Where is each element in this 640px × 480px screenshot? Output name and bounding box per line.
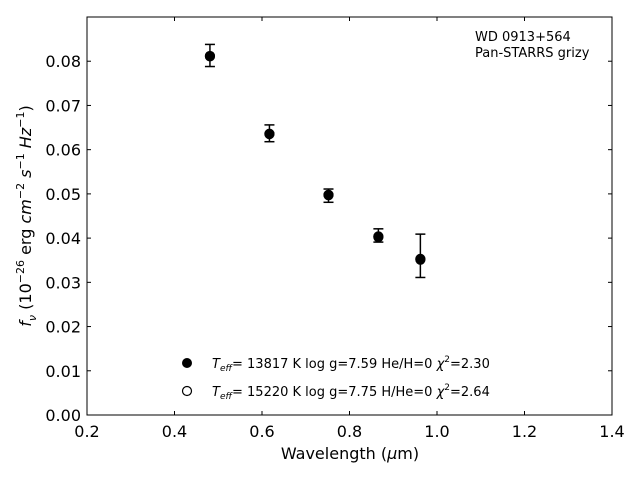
x-tick-label: 0.4 xyxy=(162,422,187,441)
legend-marker-filled xyxy=(182,358,192,368)
x-tick-label: 0.2 xyxy=(74,422,99,441)
x-tick-label: 0.8 xyxy=(337,422,362,441)
y-tick-label: 0.02 xyxy=(45,318,81,337)
x-axis-ticks: 0.2 0.4 0.6 0.8 1.0 1.2 1.4 xyxy=(74,17,625,441)
model-point-open xyxy=(373,231,384,242)
x-tick-label: 0.6 xyxy=(249,422,274,441)
y-tick-label: 0.00 xyxy=(45,406,81,425)
annotation: WD 0913+564 Pan-STARRS grizy xyxy=(475,30,590,61)
y-axis-label: fν (10−26 erg cm−2 s−1 Hz−1) xyxy=(14,105,39,326)
model-point-open xyxy=(323,189,334,200)
legend-marker-open xyxy=(181,385,193,397)
plot-frame xyxy=(86,16,613,416)
y-axis-ticks: 0.00 0.01 0.02 0.03 0.04 0.05 0.06 0.07 0.08 xyxy=(45,52,612,425)
y-tick-label: 0.08 xyxy=(45,52,81,71)
y-tick-label: 0.03 xyxy=(45,273,81,292)
y-tick-label: 0.05 xyxy=(45,185,81,204)
annotation-survey: Pan-STARRS grizy xyxy=(475,46,590,61)
annotation-object-name: WD 0913+564 xyxy=(475,30,571,45)
y-tick-label: 0.04 xyxy=(45,229,81,248)
model-point-open xyxy=(264,128,275,139)
y-tick-label: 0.07 xyxy=(45,96,81,115)
y-tick-label: 0.01 xyxy=(45,362,81,381)
legend-label-model-2: Teff= 15220 K log g=7.75 H/He=0 χ2=2.64 xyxy=(212,383,490,402)
y-tick-label: 0.06 xyxy=(45,141,81,160)
x-tick-label: 1.4 xyxy=(599,422,624,441)
model-point-open xyxy=(204,50,216,62)
x-axis-label: Wavelength (μm) xyxy=(281,444,419,463)
model-point-open xyxy=(415,253,426,264)
data-points xyxy=(204,43,426,279)
legend: Teff= 13817 K log g=7.59 He/H=0 χ2=2.30 … xyxy=(181,355,490,402)
x-tick-label: 1.0 xyxy=(424,422,449,441)
legend-label-model-1: Teff= 13817 K log g=7.59 He/H=0 χ2=2.30 xyxy=(212,355,490,374)
x-tick-label: 1.2 xyxy=(512,422,537,441)
